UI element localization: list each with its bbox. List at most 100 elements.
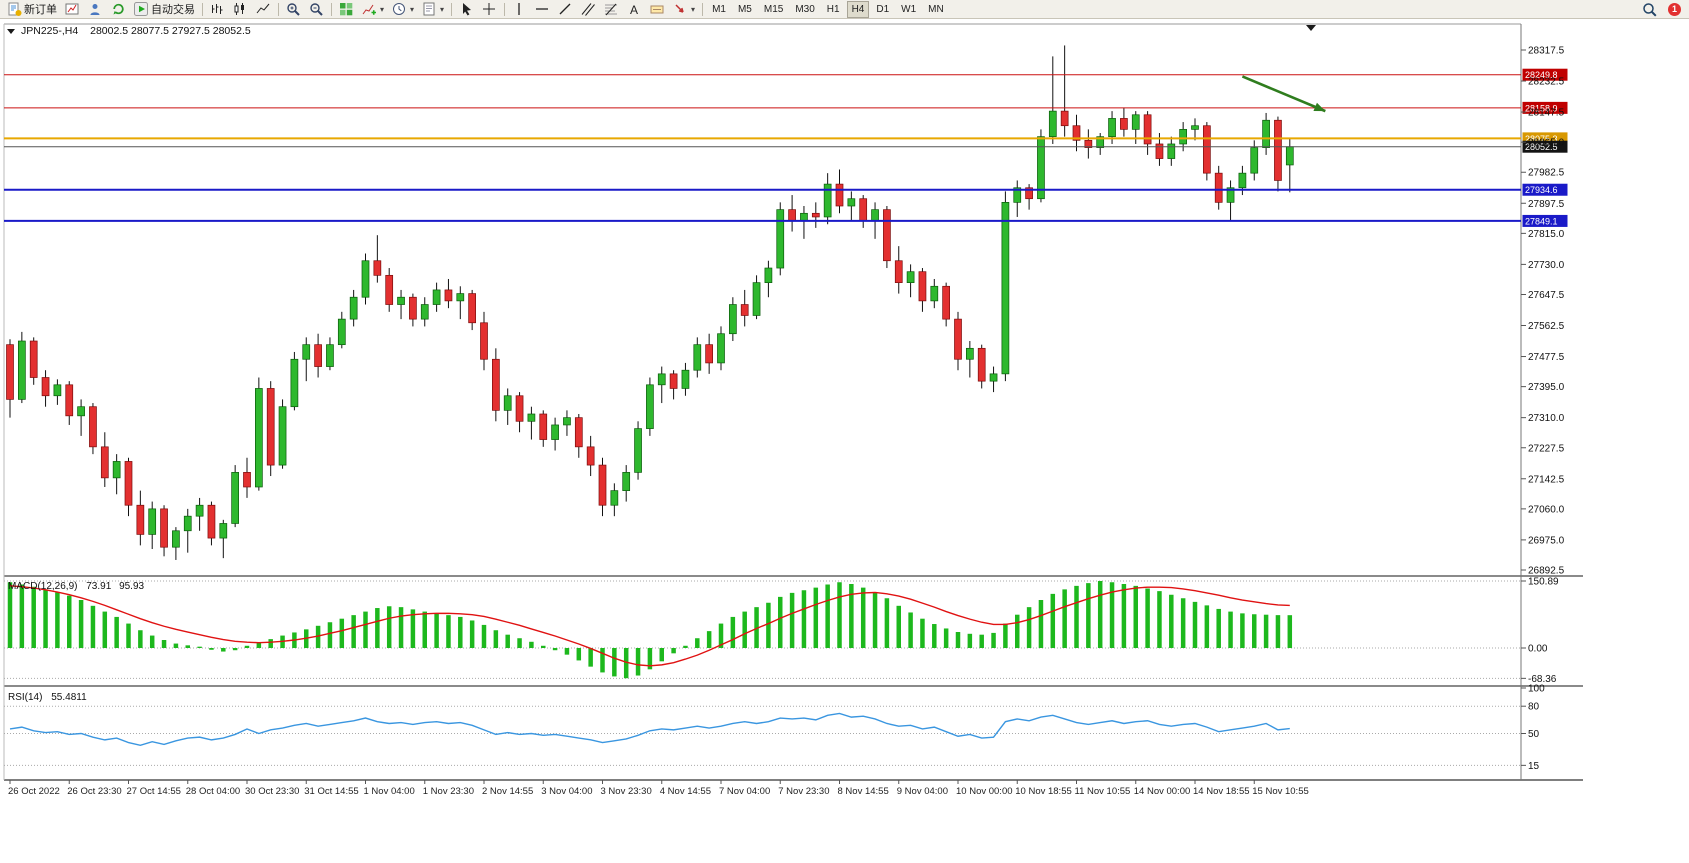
candle: [894, 246, 903, 294]
toolbar-equidistant-channel-button[interactable]: [577, 0, 600, 19]
indicators-list-dropdown-caret-icon[interactable]: ▾: [380, 4, 385, 14]
toolbar-auto-trading-button[interactable]: 自动交易: [130, 0, 199, 19]
toolbar-bar-chart-mode-button[interactable]: [206, 0, 229, 19]
timeframe-h1-button[interactable]: H1: [826, 3, 840, 15]
candle: [906, 264, 915, 298]
time-axis-label: 3 Nov 23:30: [601, 786, 652, 797]
time-axis-label: 26 Oct 23:30: [67, 786, 121, 797]
search-button[interactable]: [1638, 0, 1661, 19]
candle: [965, 341, 974, 378]
arrows-dropdown-caret-icon[interactable]: ▾: [691, 4, 696, 14]
arrow-annotation[interactable]: [1241, 75, 1326, 113]
toolbar-vertical-line-button[interactable]: [508, 0, 531, 19]
timeframe-m15-button[interactable]: M15: [763, 3, 784, 15]
candle: [681, 362, 690, 396]
candle: [65, 381, 74, 425]
candle: [100, 432, 109, 487]
market-watch-icon: [88, 2, 103, 17]
timeframe-d1-button[interactable]: D1: [876, 3, 890, 15]
indicators-list-icon: [362, 2, 377, 17]
svg-text:A: A: [630, 3, 638, 17]
candle: [1226, 180, 1235, 221]
candle: [302, 337, 311, 382]
toolbar-zoom-in-button[interactable]: [282, 0, 305, 19]
time-axis-label: 8 Nov 14:55: [838, 786, 889, 797]
price-axis-label: 27647.5: [1528, 290, 1565, 301]
candle: [6, 339, 14, 418]
price-axis-label: 26892.5: [1528, 565, 1565, 576]
toolbar-templates-button[interactable]: ▾: [418, 0, 448, 19]
toolbar-fibonacci-retracement-button[interactable]: [600, 0, 623, 19]
price-axis-label: 27730.0: [1528, 260, 1565, 271]
time-axis-label: 15 Nov 10:55: [1252, 786, 1309, 797]
tile-windows-icon: [339, 2, 354, 17]
candle: [255, 377, 263, 491]
candle: [574, 413, 583, 458]
notification-badge[interactable]: 1: [1668, 2, 1681, 16]
toolbar-candlestick-mode-button[interactable]: [229, 0, 252, 19]
new-order-label: 新订单: [24, 4, 57, 16]
timeframe-m1-button[interactable]: M1: [712, 3, 726, 15]
toolbar-trendline-button[interactable]: [554, 0, 577, 19]
timeframe-h4-button[interactable]: H4: [846, 0, 870, 18]
candle: [1037, 129, 1045, 203]
candle: [835, 169, 844, 214]
time-axis-label: 4 Nov 14:55: [660, 786, 711, 797]
templates-dropdown-caret-icon[interactable]: ▾: [440, 4, 445, 14]
toolbar-tile-windows-button[interactable]: [335, 0, 358, 19]
time-axis-label: 7 Nov 23:30: [778, 786, 829, 797]
toolbar-zoom-out-button[interactable]: [305, 0, 328, 19]
candle: [657, 366, 666, 404]
toolbar-chart-window-button[interactable]: [61, 0, 84, 19]
candle: [136, 490, 145, 546]
candle: [705, 333, 714, 374]
toolbar-navigator-button[interactable]: [107, 0, 130, 19]
toolbar-separator: [278, 2, 279, 16]
candle: [646, 377, 654, 436]
time-axis-label: 26 Oct 2022: [8, 786, 60, 797]
toolbar-horizontal-line-button[interactable]: [531, 0, 554, 19]
candle: [539, 410, 548, 447]
templates-icon: [422, 2, 437, 17]
time-axis-label: 11 Nov 10:55: [1075, 786, 1131, 797]
timeframe-m5-button[interactable]: M5: [737, 3, 752, 15]
chart-shift-marker-icon[interactable]: [1306, 25, 1316, 31]
time-axis-label: 30 Oct 23:30: [245, 786, 299, 797]
candle: [527, 406, 536, 440]
candle: [1084, 129, 1093, 159]
candle: [634, 421, 642, 480]
candle: [551, 417, 559, 451]
line-chart-mode-icon: [256, 2, 271, 17]
toolbar-market-watch-button[interactable]: [84, 0, 107, 19]
price-axis-label: 26975.0: [1528, 535, 1565, 546]
candle: [954, 311, 962, 371]
candle: [444, 278, 453, 309]
chart-ohlc-header: JPN225-,H4 28002.5 28077.5 27927.5 28052…: [21, 25, 251, 37]
candle: [1013, 180, 1022, 217]
price-axis-label: 28317.5: [1528, 46, 1565, 57]
macd-axis-label: -68.36: [1528, 674, 1557, 685]
time-axis-label: 1 Nov 23:30: [423, 786, 474, 797]
toolbar-text-label-button[interactable]: [646, 0, 669, 19]
candle: [1167, 136, 1176, 166]
macd-axis-label: 0.00: [1528, 644, 1548, 655]
toolbar-text-button[interactable]: A: [623, 0, 646, 19]
toolbar-crosshair-button[interactable]: [478, 0, 501, 19]
chart-window-icon: [65, 2, 80, 17]
toolbar-new-order-button[interactable]: 新订单: [3, 0, 61, 19]
bar-chart-mode-icon: [210, 2, 225, 17]
toolbar-line-chart-mode-button[interactable]: [252, 0, 275, 19]
toolbar-indicators-list-button[interactable]: ▾: [358, 0, 388, 19]
timeframe-mn-button[interactable]: MN: [928, 3, 944, 15]
timeframe-m30-button[interactable]: M30: [795, 3, 815, 15]
periods-dropdown-caret-icon[interactable]: ▾: [410, 4, 415, 14]
candle: [622, 465, 631, 502]
toolbar-cursor-button[interactable]: [455, 0, 478, 19]
toolbar-periods-button[interactable]: ▾: [388, 0, 418, 19]
toolbar-right-group: 1: [1638, 0, 1686, 19]
one-click-trading-toggle-icon[interactable]: [7, 29, 15, 34]
macd-signal-line: [9, 585, 1290, 667]
toolbar-arrows-button[interactable]: ▾: [669, 0, 699, 19]
timeframe-w1-button[interactable]: W1: [901, 3, 917, 15]
candle: [1262, 112, 1270, 155]
